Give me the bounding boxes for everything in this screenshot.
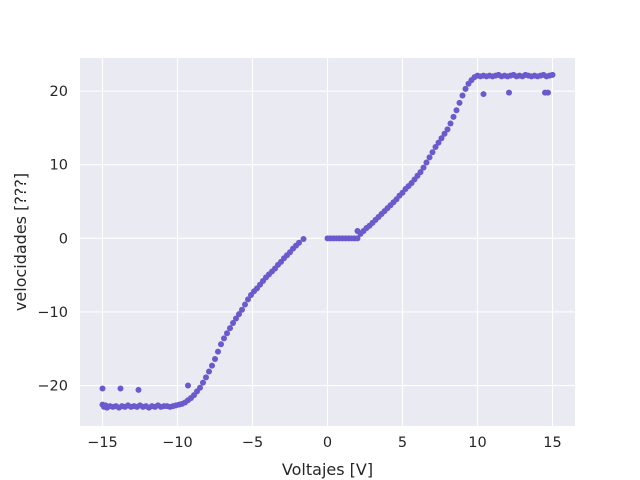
data-point bbox=[233, 315, 239, 322]
data-point bbox=[221, 335, 227, 342]
data-point bbox=[459, 92, 466, 99]
y-tick-label: −10 bbox=[37, 305, 68, 321]
data-point bbox=[117, 385, 124, 392]
data-point bbox=[354, 235, 361, 242]
data-point bbox=[480, 91, 487, 98]
data-point bbox=[549, 71, 556, 78]
data-point bbox=[99, 385, 106, 392]
data-point bbox=[426, 154, 433, 161]
y-tick-label: 20 bbox=[50, 84, 68, 100]
y-axis-label: velocidades [???] bbox=[11, 173, 30, 311]
x-tick-label: 5 bbox=[398, 435, 407, 451]
x-tick-label: −5 bbox=[242, 435, 263, 451]
data-point bbox=[212, 356, 218, 363]
data-point bbox=[206, 368, 212, 375]
data-point bbox=[242, 301, 248, 308]
y-tick-labels: −20 −10 0 10 20 bbox=[37, 84, 68, 394]
data-point bbox=[239, 306, 245, 313]
y-tick-label: 0 bbox=[59, 231, 68, 247]
x-axis-label: Voltajes [V] bbox=[282, 460, 373, 479]
data-point bbox=[545, 89, 551, 96]
data-point bbox=[447, 120, 454, 127]
data-point bbox=[420, 164, 427, 171]
data-point bbox=[435, 139, 442, 146]
data-points bbox=[99, 71, 556, 411]
data-point bbox=[453, 107, 460, 114]
data-point bbox=[423, 159, 430, 166]
data-point bbox=[432, 144, 439, 151]
data-point bbox=[200, 379, 206, 386]
data-point bbox=[135, 386, 142, 393]
data-point bbox=[227, 325, 233, 332]
data-point bbox=[245, 296, 251, 303]
data-point bbox=[203, 374, 209, 381]
data-point bbox=[456, 99, 463, 106]
x-tick-label: 10 bbox=[468, 435, 486, 451]
x-tick-label: −10 bbox=[162, 435, 193, 451]
data-point bbox=[438, 135, 445, 142]
y-tick-label: 10 bbox=[50, 158, 68, 174]
data-point bbox=[462, 85, 469, 92]
x-tick-label: 15 bbox=[543, 435, 561, 451]
data-point bbox=[209, 362, 215, 369]
data-point bbox=[218, 341, 224, 348]
data-point bbox=[444, 126, 451, 133]
y-tick-label: −20 bbox=[37, 379, 68, 395]
x-tick-label: 0 bbox=[323, 435, 332, 451]
data-point bbox=[429, 149, 436, 156]
data-point bbox=[197, 384, 203, 391]
data-point bbox=[236, 311, 242, 318]
data-point bbox=[441, 130, 448, 137]
data-point bbox=[417, 169, 424, 176]
data-point bbox=[300, 236, 307, 243]
data-point bbox=[215, 348, 221, 355]
data-point bbox=[296, 239, 302, 246]
data-point bbox=[224, 330, 230, 337]
x-tick-labels: −15 −10 −5 0 5 10 15 bbox=[87, 435, 562, 451]
data-point bbox=[230, 319, 236, 326]
data-point bbox=[185, 382, 191, 389]
data-point bbox=[450, 113, 457, 120]
x-tick-label: −15 bbox=[87, 435, 118, 451]
data-point bbox=[506, 89, 512, 96]
